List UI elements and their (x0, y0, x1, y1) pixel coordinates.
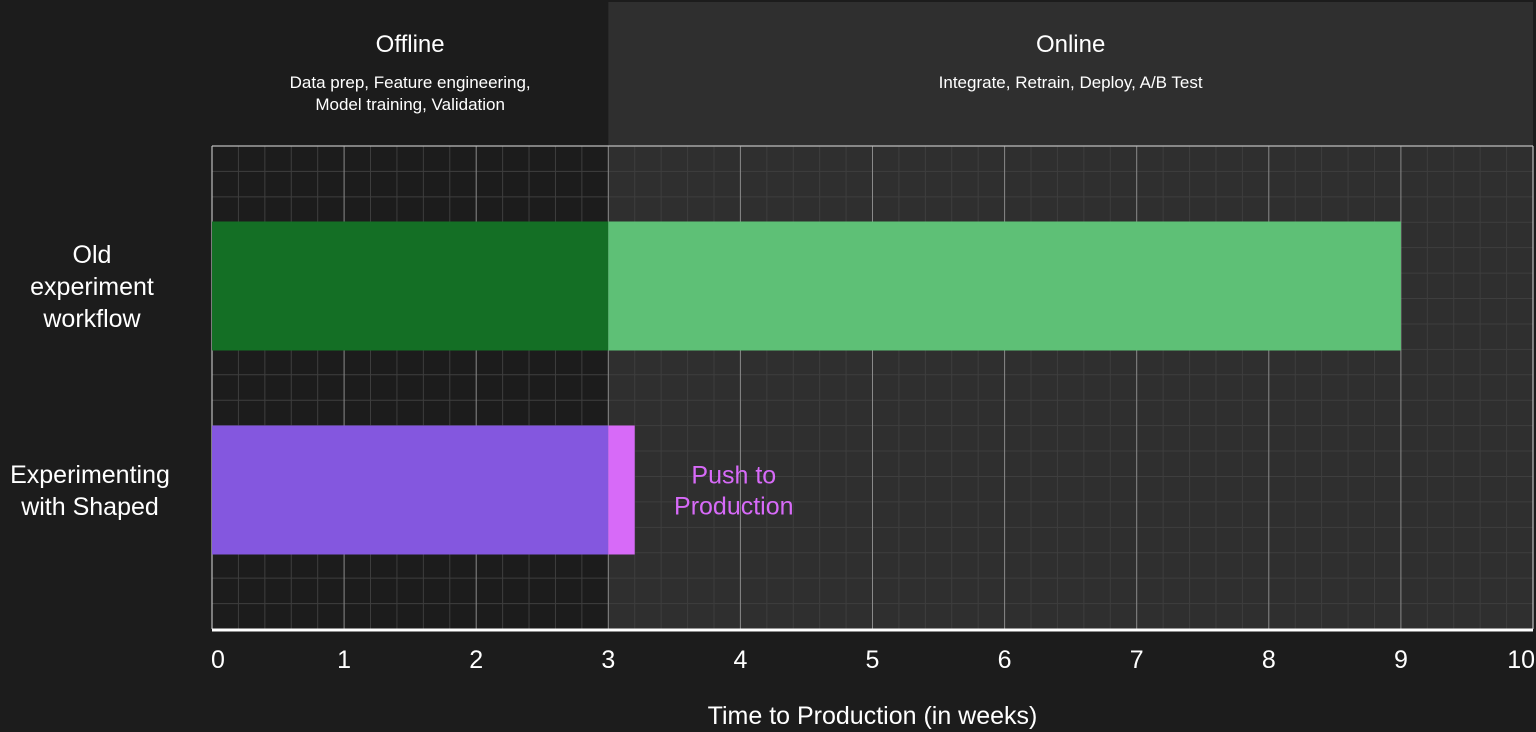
x-tick-label: 1 (337, 646, 351, 674)
phase-description-line: Data prep, Feature engineering, (290, 73, 531, 92)
phase-title-online: Online (1036, 31, 1105, 58)
row-label-line: Old (73, 241, 112, 269)
x-tick-label: 3 (601, 646, 615, 674)
x-tick-label: 8 (1262, 646, 1276, 674)
phase-description-line: Integrate, Retrain, Deploy, A/B Test (939, 73, 1203, 92)
x-tick-label: 5 (866, 646, 880, 674)
row-label-line: experiment (30, 273, 154, 301)
x-tick-label: 4 (733, 646, 747, 674)
bar-segment-row0-0 (212, 221, 609, 351)
row-label-line: with Shaped (20, 493, 159, 521)
bar-segment-row1-3 (608, 425, 635, 555)
x-tick-label: 10 (1507, 646, 1535, 674)
x-tick-label: 2 (469, 646, 483, 674)
x-tick-label: 7 (1130, 646, 1144, 674)
phase-description-line: Model training, Validation (315, 95, 505, 114)
phase-title-offline: Offline (376, 31, 445, 58)
row-label-line: Experimenting (10, 461, 170, 489)
row-label-line: workflow (42, 305, 141, 333)
annotation-push-to-production: Production (674, 493, 794, 521)
bar-segment-row1-2 (212, 425, 609, 555)
annotation-push-to-production: Push to (691, 462, 776, 490)
x-tick-label: 9 (1394, 646, 1408, 674)
bar-segment-row0-1 (608, 221, 1401, 351)
x-axis-title: Time to Production (in weeks) (708, 702, 1038, 730)
x-tick-label: 6 (998, 646, 1012, 674)
x-tick-label: 0 (211, 646, 225, 674)
